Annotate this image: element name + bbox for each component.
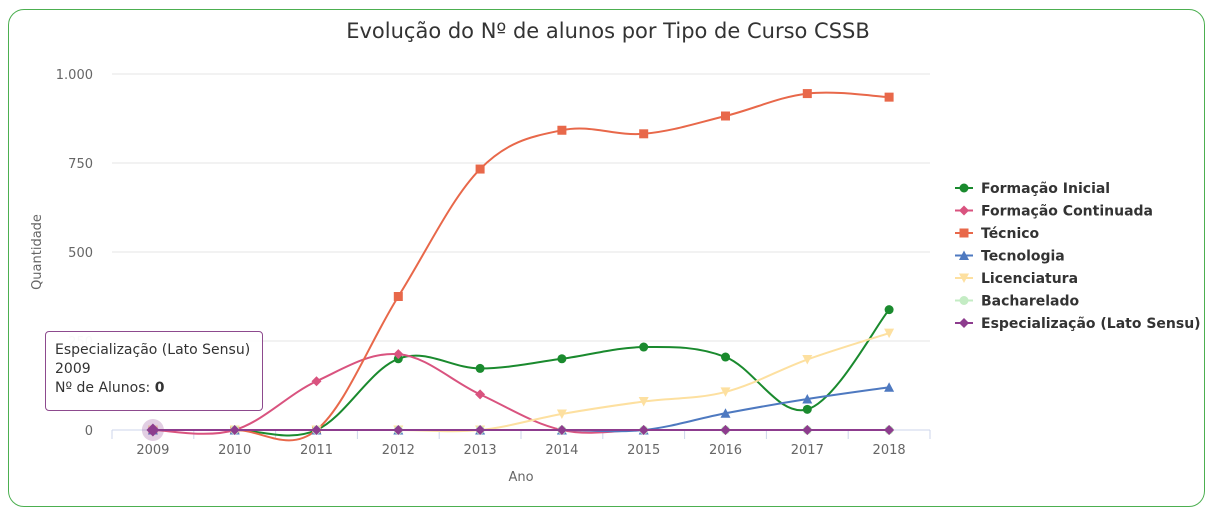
hover-point	[146, 423, 160, 437]
y-tick-label: 750	[68, 157, 93, 172]
data-point	[638, 397, 649, 407]
data-point	[802, 425, 813, 435]
data-point	[721, 352, 730, 362]
data-point	[229, 425, 240, 435]
series-line	[152, 91, 890, 442]
legend-item[interactable]: Bacharelado	[955, 294, 1079, 310]
legend: Formação Inicial Formação Continuada Técni…	[955, 181, 1201, 332]
data-point	[720, 408, 731, 418]
series-layer	[147, 89, 895, 442]
legend-item[interactable]: Formação Inicial	[955, 181, 1110, 197]
data-point	[475, 164, 485, 174]
data-point	[802, 355, 813, 365]
x-tick-label: 2012	[382, 443, 415, 458]
data-point	[475, 425, 486, 435]
data-point	[556, 409, 567, 419]
data-point	[802, 89, 812, 99]
data-point	[720, 387, 731, 397]
y-tick-label: 0	[85, 424, 93, 439]
x-axis-title: Ano	[508, 470, 533, 485]
data-point	[884, 328, 895, 339]
series-line	[152, 386, 890, 433]
legend-marker	[959, 183, 969, 193]
data-point	[557, 125, 567, 135]
tooltip-value: 0	[154, 380, 165, 396]
tooltip-series: Especialização (Lato Sensu)	[55, 342, 251, 358]
legend-item[interactable]: Tecnologia	[955, 249, 1065, 265]
x-tick-label: 2013	[464, 443, 497, 458]
legend-label: Técnico	[981, 226, 1040, 242]
legend-label: Formação Inicial	[981, 181, 1110, 197]
tooltip-category: 2009	[55, 361, 91, 377]
data-point	[720, 425, 731, 435]
x-tick-label: 2017	[791, 443, 824, 458]
chart-title: Evolução do Nº de alunos por Tipo de Cur…	[346, 19, 870, 43]
data-point	[639, 129, 649, 139]
chart-frame	[8, 9, 1205, 507]
x-tick-label: 2009	[136, 443, 169, 458]
y-axis-title: Quantidade	[30, 214, 45, 290]
grid	[112, 73, 930, 342]
tooltip-value-line: Nº de Alunos: 0	[55, 379, 253, 398]
x-tick-label: 2015	[627, 443, 660, 458]
data-point	[721, 111, 730, 121]
x-tick-label: 2011	[300, 443, 333, 458]
x-tick-label: 2014	[545, 443, 578, 458]
hover-layer	[141, 419, 164, 441]
legend-marker	[959, 250, 969, 260]
data-point	[802, 394, 813, 404]
series-6	[147, 425, 895, 435]
data-point	[475, 363, 485, 373]
y-tick-label: 500	[68, 246, 93, 261]
legend-label: Licenciatura	[981, 271, 1078, 287]
data-point	[884, 92, 894, 102]
x-tick-label: 2010	[218, 443, 251, 458]
data-point	[639, 342, 649, 352]
legend-marker	[959, 296, 969, 305]
legend-marker	[959, 228, 969, 238]
legend-label: Bacharelado	[981, 294, 1079, 310]
legend-marker	[959, 273, 969, 283]
x-tick-label: 2018	[873, 443, 906, 458]
data-point	[311, 376, 322, 387]
data-point	[884, 425, 895, 435]
legend-label: Formação Continuada	[981, 204, 1153, 220]
data-point	[475, 389, 486, 400]
data-point	[393, 292, 403, 301]
legend-item[interactable]: Formação Continuada	[955, 204, 1153, 220]
data-point	[311, 425, 322, 435]
data-point	[884, 305, 894, 315]
legend-marker	[959, 318, 969, 328]
series-line	[152, 309, 890, 437]
legend-item[interactable]: Especialização (Lato Sensu)	[955, 316, 1201, 332]
x-tick-label: 2016	[709, 443, 742, 458]
data-point	[557, 354, 567, 364]
data-point	[393, 425, 404, 435]
data-point	[884, 382, 895, 392]
data-point	[393, 349, 404, 360]
tooltip-label: Nº de Alunos:	[55, 380, 155, 396]
legend-label: Especialização (Lato Sensu)	[981, 316, 1201, 332]
data-point	[638, 425, 649, 435]
legend-marker	[959, 205, 969, 216]
data-point	[802, 404, 812, 414]
legend-item[interactable]: Licenciatura	[955, 271, 1078, 287]
data-point	[556, 425, 567, 435]
legend-item[interactable]: Técnico	[955, 226, 1040, 242]
y-tick-label: 1.000	[56, 68, 93, 83]
tooltip: Especialização (Lato Sensu) 2009 Nº de A…	[45, 331, 263, 411]
legend-label: Tecnologia	[981, 249, 1065, 265]
